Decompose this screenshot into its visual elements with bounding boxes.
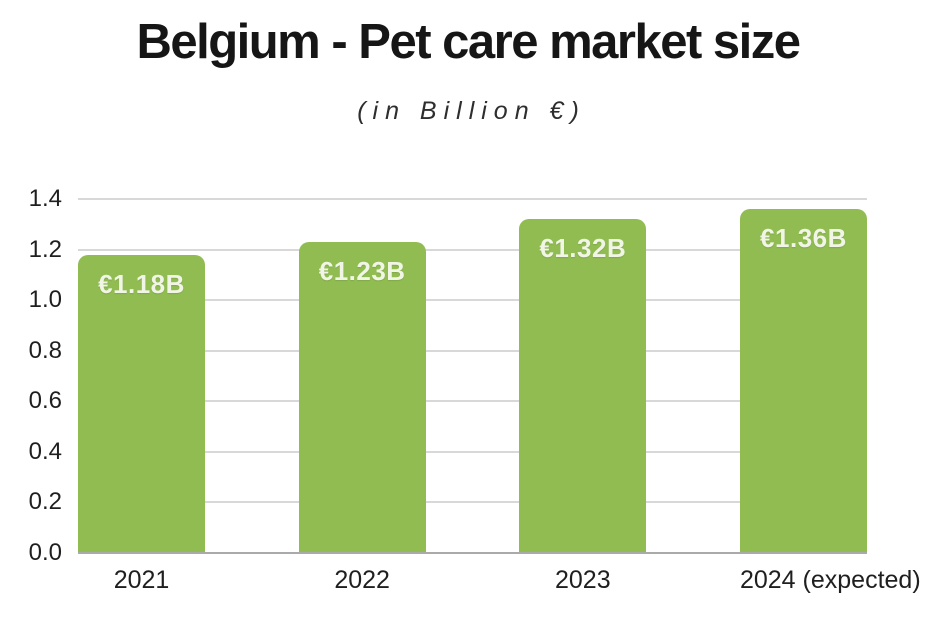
y-tick-label: 1.0 bbox=[28, 286, 62, 314]
y-tick-label: 0.0 bbox=[28, 539, 62, 566]
bar-2021: €1.18B bbox=[78, 254, 205, 553]
bar-2022: €1.23B bbox=[298, 242, 426, 553]
y-tick-label: 1.2 bbox=[28, 235, 62, 263]
gridline-1.4 bbox=[78, 198, 867, 200]
gridline-0.6 bbox=[78, 400, 867, 403]
chart-subtitle: (in Billion €) bbox=[357, 97, 586, 125]
gridline-1.0 bbox=[78, 299, 867, 302]
y-tick-label: 0.8 bbox=[28, 336, 62, 364]
gridline-0.8 bbox=[78, 349, 867, 352]
chart-title: Belgium - Pet care market size bbox=[136, 15, 801, 69]
bar-value-label: €1.32B bbox=[539, 233, 627, 264]
bar-value-label: €1.18B bbox=[98, 268, 185, 299]
plot-area: €1.18B €1.23B €1.32B €1.36B bbox=[78, 198, 867, 554]
x-tick-label-2024 (expected): 2024 (expected) bbox=[739, 566, 921, 594]
x-tick-label-2023: 2023 bbox=[555, 566, 611, 594]
y-tick-label: 0.6 bbox=[28, 387, 62, 415]
y-tick-label: 0.2 bbox=[28, 488, 62, 516]
y-axis-tick-labels: 0.0 0.2 0.4 0.6 0.8 1.0 1.2 1.4 bbox=[0, 185, 62, 566]
bar-2023: €1.32B bbox=[519, 219, 647, 553]
x-axis-line bbox=[78, 552, 867, 554]
gridline-1.2 bbox=[78, 248, 867, 251]
gridline-0.2 bbox=[78, 501, 867, 504]
x-tick-label-2021: 2021 bbox=[113, 566, 170, 594]
bar-2024 (expected): €1.36B bbox=[739, 209, 867, 553]
y-tick-label: 0.4 bbox=[28, 437, 62, 465]
gridline-0.4 bbox=[78, 450, 867, 453]
x-tick-label-2022: 2022 bbox=[334, 566, 390, 594]
bar-value-label: €1.23B bbox=[318, 256, 406, 286]
bar-value-label: €1.36B bbox=[760, 223, 847, 254]
x-axis-tick-labels: 2021 2022 2023 2024 (expected) bbox=[78, 565, 921, 595]
bar-series: €1.18B €1.23B €1.32B €1.36B bbox=[78, 199, 867, 553]
y-tick-label: 1.4 bbox=[28, 185, 62, 212]
